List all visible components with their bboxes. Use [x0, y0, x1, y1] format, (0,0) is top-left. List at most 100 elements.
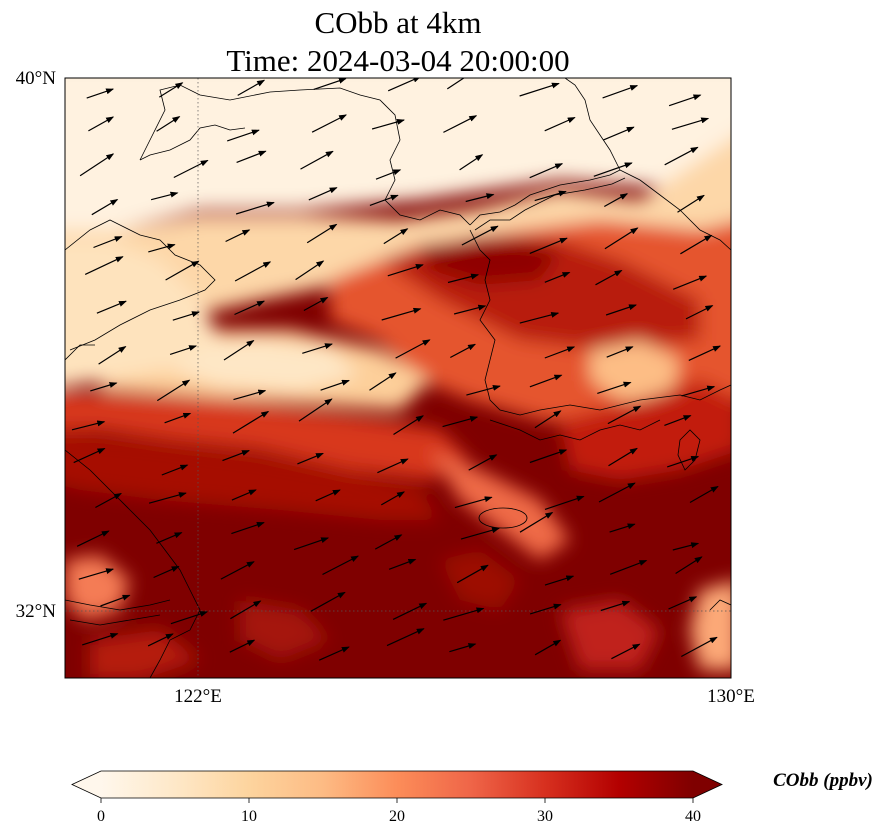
wind-vector-112	[374, 534, 403, 550]
wind-vector-34	[604, 193, 629, 208]
colorbar: 0 10 20 30 40 CObb (ppbv)	[71, 770, 873, 825]
wind-vector-118	[153, 565, 180, 579]
wind-vector-23	[459, 154, 484, 171]
wind-vector-123	[544, 575, 575, 586]
wind-vector-68	[450, 343, 476, 359]
wind-vector-54	[96, 300, 127, 314]
wind-vector-128	[230, 600, 262, 620]
wind-vector-85	[393, 415, 424, 436]
wind-vector-20	[236, 150, 267, 163]
wind-vector-7	[602, 85, 639, 99]
wind-vector-132	[529, 603, 562, 615]
wind-vector-45	[84, 256, 124, 275]
wind-vector-19	[173, 159, 209, 179]
wind-vector-117	[78, 568, 115, 580]
colorbar-gradient	[101, 771, 693, 798]
wind-vector-27	[91, 198, 119, 216]
wind-vector-38	[225, 229, 251, 243]
wind-vector-21	[300, 150, 334, 170]
wind-vector-72	[90, 382, 118, 392]
wind-vector-58	[381, 307, 422, 321]
lat-tick-label-40: 40°N	[16, 68, 57, 89]
wind-vector-32	[465, 193, 495, 203]
wind-vector-39	[306, 223, 338, 244]
wind-vector-5	[446, 78, 465, 90]
wind-vector-0	[86, 88, 115, 99]
wind-vector-121	[388, 558, 417, 570]
wind-vector-104	[454, 496, 493, 509]
wind-vector-37	[148, 243, 176, 253]
wind-vector-140	[449, 643, 477, 653]
wind-vector-57	[303, 296, 329, 312]
title-line-1: CObb at 4km	[314, 5, 481, 40]
wind-vector-76	[369, 372, 397, 391]
colorbar-tick-label-0: 0	[97, 808, 105, 825]
wind-vector-96	[529, 449, 568, 464]
wind-vector-2	[237, 79, 266, 96]
colorbar-tick-label-20: 20	[389, 808, 405, 825]
wind-vector-105	[544, 495, 585, 510]
wind-vector-69	[544, 346, 576, 359]
wind-vectors	[71, 78, 722, 661]
wind-vector-43	[604, 227, 639, 250]
wind-vector-78	[529, 374, 563, 388]
wind-vector-70	[606, 346, 634, 358]
colorbar-label: CObb (ppbv)	[773, 770, 873, 791]
wind-vector-52	[595, 269, 623, 286]
wind-vector-40	[383, 228, 409, 245]
wind-vector-18	[79, 153, 115, 177]
wind-vector-64	[169, 345, 198, 355]
wind-vector-131	[443, 607, 485, 621]
wind-vector-137	[229, 639, 256, 653]
wind-vector-133	[600, 600, 631, 612]
wind-vector-30	[308, 187, 338, 201]
wind-vector-136	[147, 633, 174, 647]
wind-vector-106	[598, 482, 636, 503]
wind-vector-77	[466, 385, 501, 396]
colorbar-extend-low	[72, 771, 101, 798]
wind-vector-97	[608, 447, 638, 467]
wind-vector-1	[158, 82, 184, 98]
wind-vector-103	[381, 491, 405, 506]
wind-vector-139	[386, 628, 425, 647]
concentration-field	[65, 78, 731, 678]
wind-vector-59	[453, 304, 487, 315]
wind-vector-93	[297, 452, 324, 465]
wind-vector-36	[93, 236, 123, 249]
colorbar-tick-label-30: 30	[537, 808, 553, 825]
gridlines	[65, 78, 731, 678]
wind-vector-107	[689, 485, 719, 504]
wind-vector-61	[605, 304, 637, 316]
lat-tick-label-32: 32°N	[16, 601, 57, 622]
colorbar-extend-high	[693, 771, 722, 798]
colorbar-tick-label-40: 40	[685, 808, 701, 825]
wind-vector-92	[222, 450, 250, 462]
wind-vector-8	[668, 94, 702, 107]
title-line-2: Time: 2024-03-04 20:00:00	[226, 43, 569, 78]
wind-vector-17	[671, 117, 710, 130]
wind-vector-11	[227, 129, 260, 142]
wind-vector-120	[322, 555, 359, 576]
wind-vector-74	[233, 389, 267, 401]
wind-vector-115	[609, 523, 636, 533]
wind-vector-114	[519, 511, 554, 533]
wind-vector-35	[677, 194, 705, 213]
wind-vector-83	[232, 410, 270, 434]
wind-vector-88	[607, 405, 642, 425]
wind-vector-66	[302, 343, 333, 354]
wind-vector-94	[377, 458, 409, 474]
wind-vector-9	[88, 116, 115, 132]
wind-vector-48	[295, 260, 325, 281]
wind-vector-49	[387, 264, 424, 277]
wind-vector-80	[681, 385, 716, 397]
wind-vector-108	[76, 530, 110, 547]
wind-vector-65	[223, 340, 255, 361]
wind-vector-10	[156, 116, 181, 132]
wind-vector-125	[675, 556, 703, 575]
wind-vector-111	[293, 537, 330, 551]
wind-vector-73	[156, 379, 191, 402]
wind-vector-86	[442, 416, 479, 428]
wind-vector-31	[369, 194, 399, 206]
wind-vector-63	[98, 346, 127, 365]
